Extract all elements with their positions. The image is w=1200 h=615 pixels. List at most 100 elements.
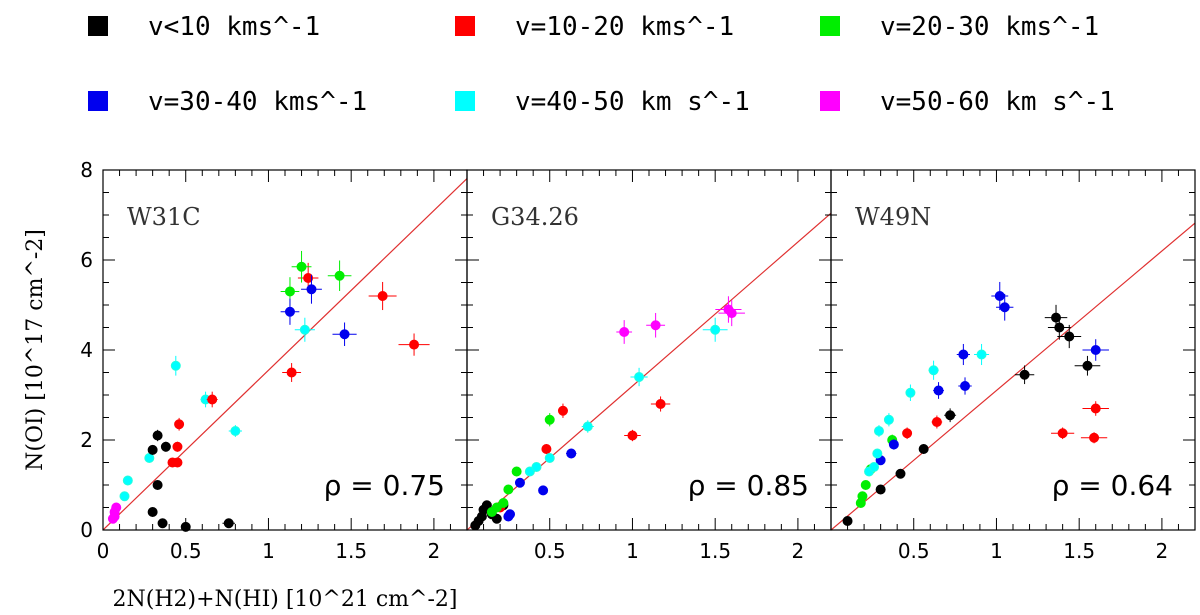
data-point-1-6 <box>491 513 502 524</box>
legend-label-4: v=40-50 km s^-1 <box>515 87 750 117</box>
fit-line-2 <box>831 222 1195 530</box>
panel-frame-2 <box>830 169 1196 531</box>
data-point-1-15 <box>498 498 509 508</box>
data-point-0-23 <box>206 391 218 408</box>
panel-0: 0 0.5 1 1.5 2 0 2 4 6 8 W31C ρ = 0.75 <box>80 158 468 563</box>
data-point-0-13 <box>160 441 171 452</box>
panel-2: 0.5 1 1.5 2 W49N ρ = 0.64 <box>830 169 1196 563</box>
marker <box>976 349 987 360</box>
data-point-2-11 <box>931 415 943 429</box>
legend-label-5: v=50-60 km s^-1 <box>880 87 1115 117</box>
marker <box>888 439 899 450</box>
marker <box>958 349 969 360</box>
data-point-2-32 <box>883 413 894 427</box>
legend-swatch-2 <box>820 16 840 36</box>
marker <box>538 485 549 496</box>
marker <box>918 444 929 454</box>
marker <box>931 417 942 427</box>
marker <box>1019 369 1030 380</box>
data-point-1-10 <box>557 403 568 418</box>
data-point-0-16 <box>157 518 168 529</box>
x-tick-label: 2 <box>792 539 805 563</box>
marker <box>1090 345 1101 355</box>
data-point-1-9 <box>541 444 552 454</box>
marker <box>531 462 542 472</box>
marker <box>933 385 944 396</box>
y-tick-label: 4 <box>80 338 93 362</box>
marker <box>710 324 721 335</box>
data-point-2-3 <box>918 444 929 454</box>
data-point-2-26 <box>996 293 1014 321</box>
marker <box>296 261 307 272</box>
data-point-0-30 <box>327 260 352 292</box>
legend-label-1: v=10-20 kms^-1 <box>515 12 734 42</box>
panel-name-2: W49N <box>855 203 931 231</box>
data-point-1-26 <box>544 453 555 463</box>
marker <box>511 466 522 477</box>
marker <box>498 498 509 508</box>
legend-label-3: v=30-40 kms^-1 <box>148 87 367 117</box>
x-tick-label: 1.5 <box>335 539 367 563</box>
marker <box>481 500 492 511</box>
data-point-1-33 <box>718 300 745 327</box>
data-point-2-22 <box>933 382 944 399</box>
marker <box>334 270 345 281</box>
marker <box>895 468 906 479</box>
legend-swatch-3 <box>88 91 108 111</box>
data-point-0-10 <box>294 317 315 342</box>
marker <box>503 484 514 495</box>
data-point-2-35 <box>974 343 990 366</box>
y-tick-label: 8 <box>80 158 93 182</box>
marker <box>905 387 916 398</box>
x-tick-label: 1 <box>626 539 639 563</box>
x-tick-label: 0.5 <box>534 539 566 563</box>
panel-rho-2: ρ = 0.64 <box>1052 469 1173 502</box>
marker <box>999 302 1010 313</box>
data-point-2-31 <box>873 425 884 437</box>
marker <box>1090 403 1101 414</box>
legend-swatch-1 <box>455 16 475 36</box>
marker <box>875 484 886 495</box>
marker <box>180 521 191 532</box>
marker <box>1051 312 1062 323</box>
data-point-2-27 <box>1082 339 1109 361</box>
marker <box>1064 331 1075 342</box>
marker <box>172 457 183 468</box>
marker <box>544 414 555 425</box>
data-point-2-1 <box>875 484 886 495</box>
marker <box>111 502 122 513</box>
legend-label-2: v=20-30 kms^-1 <box>880 12 1099 42</box>
data-point-0-4 <box>119 491 130 502</box>
data-point-0-2 <box>111 502 122 513</box>
marker <box>650 320 661 331</box>
data-point-2-30 <box>872 448 883 459</box>
data-point-2-14 <box>1082 401 1109 416</box>
marker <box>147 507 158 517</box>
x-tick-label: 1 <box>262 539 275 563</box>
marker <box>377 291 388 301</box>
data-point-2-12 <box>1051 427 1075 440</box>
marker <box>726 308 737 319</box>
data-point-2-5 <box>1014 365 1035 385</box>
legend-swatch-0 <box>88 16 108 36</box>
marker <box>174 419 185 430</box>
data-point-2-13 <box>1080 432 1108 444</box>
marker <box>147 444 158 455</box>
marker <box>994 291 1005 301</box>
y-axis-label: N(OI) [10^17 cm^-2] <box>23 229 48 471</box>
marker <box>152 430 163 441</box>
data-point-2-29 <box>869 462 880 472</box>
fit-line-1 <box>467 212 831 530</box>
data-point-0-26 <box>368 281 397 311</box>
x-tick-label: 1.5 <box>1063 539 1095 563</box>
data-point-2-9 <box>1074 355 1101 376</box>
x-tick-label: 0.5 <box>898 539 930 563</box>
marker <box>902 428 913 439</box>
data-point-1-20 <box>505 509 516 520</box>
marker <box>945 410 956 421</box>
data-point-1-22 <box>538 485 549 496</box>
data-point-1-27 <box>581 420 594 433</box>
marker <box>339 329 350 340</box>
marker <box>409 339 420 350</box>
